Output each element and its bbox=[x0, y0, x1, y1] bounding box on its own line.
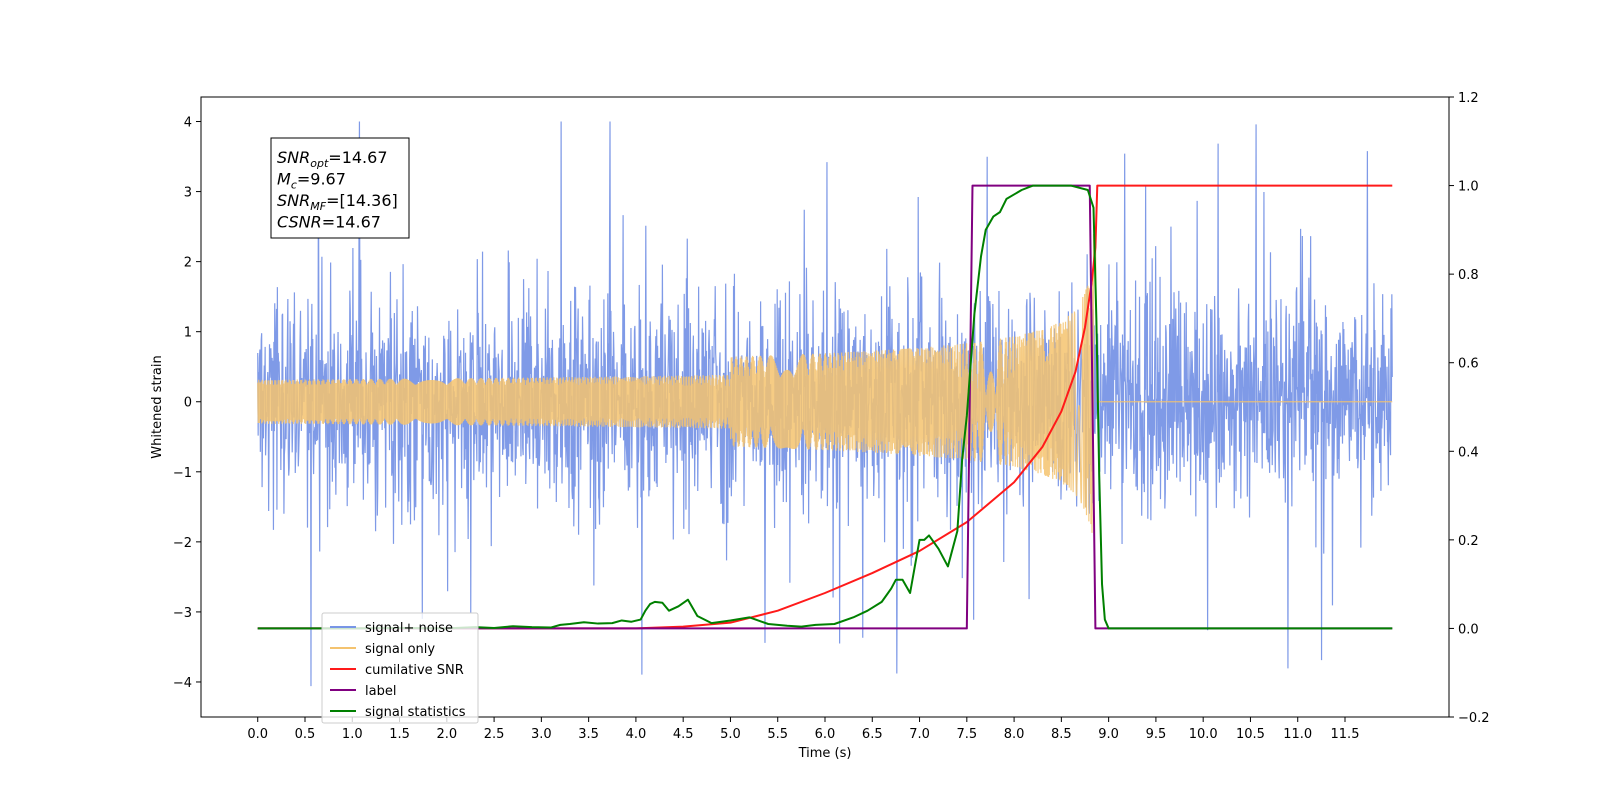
y-right-tick-label: −0.2 bbox=[1458, 711, 1490, 726]
info-line-symbol: SNR bbox=[277, 148, 310, 167]
info-line: CSNR=14.67 bbox=[277, 213, 381, 232]
x-tick-label: 10.5 bbox=[1236, 727, 1265, 742]
legend-label: label bbox=[365, 684, 396, 699]
info-line-value: =[14.36] bbox=[326, 191, 398, 210]
y-right-tick-label: 0.8 bbox=[1458, 268, 1479, 283]
plot-area bbox=[257, 121, 1393, 687]
y-left-tick-label: 4 bbox=[184, 116, 192, 131]
y-left-tick-label: 2 bbox=[184, 256, 192, 271]
series-signal-statistics bbox=[257, 184, 1393, 630]
x-axis: 0.0 0.5 1.0 1.5 2.0 2.5 3.0 3.5 4.0 4.5 5.0 5.5 6.0 6… bbox=[247, 717, 1359, 742]
info-line-symbol: SNR bbox=[277, 191, 310, 210]
x-tick-label: 2.0 bbox=[436, 727, 457, 742]
legend-item-signal-noise: signal+ noise bbox=[330, 621, 453, 636]
x-tick-label: 9.0 bbox=[1098, 727, 1119, 742]
info-line: SNRopt=14.67 bbox=[277, 148, 388, 170]
x-tick-label: 1.5 bbox=[389, 727, 410, 742]
y-left-tick-label: 3 bbox=[184, 186, 192, 201]
y-right-tick-label: 0.0 bbox=[1458, 622, 1479, 637]
x-tick-label: 4.5 bbox=[673, 727, 694, 742]
y-right-tick-label: 0.6 bbox=[1458, 357, 1479, 372]
x-tick-label: 6.5 bbox=[862, 727, 883, 742]
y-axis-label: Whitened strain bbox=[150, 355, 165, 458]
y-left-tick-label: −1 bbox=[173, 466, 192, 481]
x-tick-label: 8.0 bbox=[1004, 727, 1025, 742]
y-left-tick-label: −4 bbox=[173, 676, 192, 691]
info-line-value: =14.67 bbox=[328, 148, 387, 167]
y-axis-right: −0.2 0.0 0.2 0.4 0.6 0.8 1.0 1.2 bbox=[1449, 91, 1490, 726]
info-line-value: =9.67 bbox=[297, 170, 346, 189]
x-tick-label: 0.0 bbox=[247, 727, 268, 742]
x-tick-label: 6.0 bbox=[815, 727, 836, 742]
x-tick-label: 9.5 bbox=[1146, 727, 1167, 742]
info-line-subscript: MF bbox=[310, 200, 326, 213]
y-right-tick-label: 0.2 bbox=[1458, 534, 1479, 549]
x-tick-label: 7.5 bbox=[956, 727, 977, 742]
info-line-subscript: opt bbox=[310, 157, 329, 170]
legend: signal+ noise signal only cumilative SNR la… bbox=[321, 612, 479, 724]
x-tick-label: 11.0 bbox=[1283, 727, 1312, 742]
info-line: Mc=9.67 bbox=[277, 170, 346, 192]
legend-item-signal-only: signal only bbox=[330, 642, 435, 657]
legend-label: signal+ noise bbox=[365, 621, 453, 636]
legend-label: signal statistics bbox=[365, 705, 466, 720]
x-tick-label: 8.5 bbox=[1051, 727, 1072, 742]
series-cumilative-snr bbox=[257, 184, 1393, 630]
y-left-tick-label: −2 bbox=[173, 536, 192, 551]
info-line-symbol: CSNR bbox=[277, 213, 322, 232]
x-tick-label: 3.5 bbox=[578, 727, 599, 742]
info-box: SNRopt=14.67Mc=9.67SNRMF=[14.36]CSNR=14.… bbox=[270, 137, 410, 239]
legend-item-label: label bbox=[330, 684, 396, 699]
legend-label: cumilative SNR bbox=[365, 663, 464, 678]
legend-label: signal only bbox=[365, 642, 435, 657]
info-box-frame bbox=[270, 137, 410, 239]
x-tick-label: 10.0 bbox=[1189, 727, 1218, 742]
legend-item-cumilative-snr: cumilative SNR bbox=[330, 663, 464, 678]
x-tick-label: 7.0 bbox=[909, 727, 930, 742]
x-tick-label: 3.0 bbox=[531, 727, 552, 742]
legend-frame bbox=[321, 612, 479, 724]
x-tick-label: 5.0 bbox=[720, 727, 741, 742]
info-line: SNRMF=[14.36] bbox=[277, 191, 398, 213]
x-tick-label: 2.5 bbox=[484, 727, 505, 742]
y-right-tick-label: 0.4 bbox=[1458, 445, 1479, 460]
x-tick-label: 0.5 bbox=[295, 727, 316, 742]
x-axis-label: Time (s) bbox=[798, 746, 852, 761]
y-right-tick-label: 1.2 bbox=[1458, 91, 1479, 106]
y-left-tick-label: −3 bbox=[173, 606, 192, 621]
y-left-tick-label: 0 bbox=[184, 396, 192, 411]
info-line-value: =14.67 bbox=[322, 213, 381, 232]
x-tick-label: 4.0 bbox=[626, 727, 647, 742]
info-line-subscript: c bbox=[291, 179, 297, 192]
x-tick-label: 11.5 bbox=[1331, 727, 1360, 742]
y-left-tick-label: 1 bbox=[184, 326, 192, 341]
x-tick-label: 5.5 bbox=[767, 727, 788, 742]
series-signal-only bbox=[257, 234, 1393, 533]
y-axis-left: −4 −3 −2 −1 0 1 2 3 4 bbox=[173, 116, 201, 691]
info-line-symbol: M bbox=[277, 170, 291, 189]
x-tick-label: 1.0 bbox=[342, 727, 363, 742]
y-right-tick-label: 1.0 bbox=[1458, 180, 1479, 195]
legend-item-signal-statistics: signal statistics bbox=[330, 705, 466, 720]
